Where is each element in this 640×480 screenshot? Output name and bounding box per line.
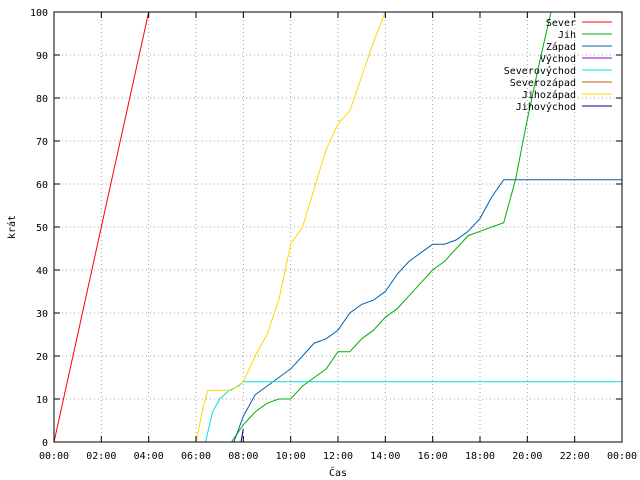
x-tick-label: 18:00 [465, 451, 495, 462]
x-tick-label: 22:00 [560, 451, 590, 462]
legend-label: Severozápad [510, 77, 576, 89]
y-tick-label: 10 [36, 395, 48, 406]
legend-label: Jihozápad [522, 89, 576, 101]
x-tick-label: 08:00 [228, 451, 258, 462]
series-line [195, 11, 386, 443]
x-tick-label: 16:00 [418, 451, 448, 462]
series-line [231, 11, 552, 443]
y-tick-label: 40 [36, 266, 48, 277]
y-ticks: 0 10 20 30 40 50 60 70 80 90 100 [30, 8, 622, 449]
x-tick-label: 00:00 [39, 451, 69, 462]
x-axis-label: Čas [329, 466, 347, 479]
legend-label: Jih [558, 30, 576, 41]
x-ticks: 00:00 02:00 04:00 06:00 08:00 10:00 12:00 14:00… [39, 12, 637, 462]
x-tick-label: 12:00 [323, 451, 353, 462]
legend-label: Jihovýchod [516, 101, 576, 113]
legend-label: Východ [540, 53, 576, 65]
series-line [53, 11, 150, 443]
x-tick-label: 20:00 [512, 451, 542, 462]
series-line [240, 429, 244, 443]
y-tick-label: 80 [36, 94, 48, 105]
x-tick-label: 14:00 [370, 451, 400, 462]
x-tick-label: 06:00 [181, 451, 211, 462]
x-tick-label: 02:00 [86, 451, 116, 462]
y-tick-label: 100 [30, 8, 48, 19]
legend-label: Severovýchod [504, 65, 576, 77]
legend-label: Západ [546, 41, 576, 53]
x-tick-label: 10:00 [276, 451, 306, 462]
y-tick-label: 70 [36, 137, 48, 148]
y-tick-label: 60 [36, 180, 48, 191]
y-tick-label: 20 [36, 352, 48, 363]
series-layer [53, 11, 622, 443]
x-tick-label: 00:00 [607, 451, 637, 462]
series-line [233, 179, 622, 443]
y-tick-label: 50 [36, 223, 48, 234]
y-tick-label: 30 [36, 309, 48, 320]
grid [54, 12, 622, 442]
x-tick-label: 04:00 [134, 451, 164, 462]
legend-label: Sever [546, 18, 576, 29]
y-axis-label: krát [6, 215, 18, 239]
legend: SeverJihZápadVýchodSeverovýchodSeverozáp… [504, 18, 612, 113]
y-tick-label: 90 [36, 51, 48, 62]
y-tick-label: 0 [42, 438, 48, 449]
